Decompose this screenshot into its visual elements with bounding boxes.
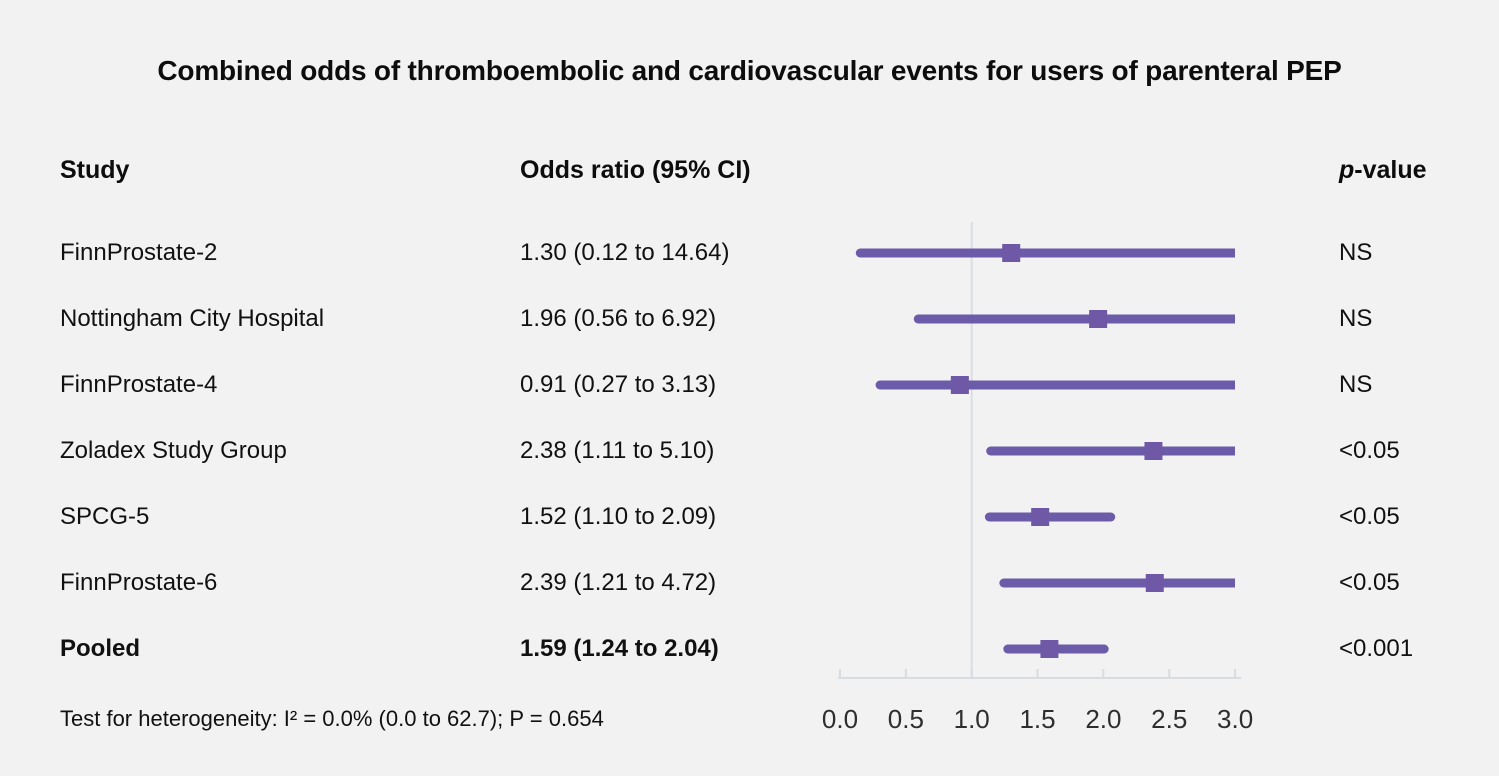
estimate-marker: [1040, 640, 1059, 658]
ci-bar: [999, 578, 1235, 588]
odds-ratio-value: 2.38 (1.11 to 5.10): [520, 437, 715, 464]
ci-bar: [875, 380, 1235, 390]
ci-bar-clipped-end: [1230, 314, 1235, 324]
ci-bar: [913, 314, 1235, 324]
odds-ratio-value: 1.59 (1.24 to 2.04): [520, 635, 719, 662]
p-value-cell: <0.001: [1339, 635, 1414, 662]
ci-bar: [986, 446, 1235, 456]
ci-bar-clipped-end: [1230, 446, 1235, 456]
heterogeneity-footnote: Test for heterogeneity: I² = 0.0% (0.0 t…: [60, 706, 604, 731]
column-header-study: Study: [60, 156, 130, 184]
p-value-cell: <0.05: [1339, 569, 1400, 596]
estimate-marker: [1144, 442, 1163, 460]
ci-bar: [984, 512, 1116, 522]
odds-ratio-value: 2.39 (1.21 to 4.72): [520, 569, 717, 596]
ci-bar: [855, 248, 1235, 258]
tick-label: 0.5: [888, 704, 924, 734]
study-label: FinnProstate-4: [60, 371, 218, 398]
column-header-p-value: p-value: [1339, 152, 1427, 188]
study-label: FinnProstate-6: [60, 569, 218, 596]
estimate-marker: [950, 376, 969, 394]
tick-label: 0.0: [822, 704, 858, 734]
p-value-cell: <0.05: [1339, 503, 1400, 530]
estimate-marker: [1002, 244, 1021, 262]
tick-label: 1.5: [1019, 704, 1055, 734]
estimate-marker: [1145, 574, 1164, 592]
tick-label: 2.0: [1085, 704, 1121, 734]
estimate-marker: [1089, 310, 1108, 328]
chart-title: Combined odds of thromboembolic and card…: [157, 55, 1342, 86]
p-value-cell: NS: [1339, 239, 1373, 266]
estimate-marker: [1031, 508, 1050, 526]
p-value-header-italic-p: p: [1339, 156, 1355, 184]
odds-ratio-value: 1.30 (0.12 to 14.64): [520, 239, 730, 266]
ci-bar-clipped-end: [1230, 248, 1235, 258]
p-value-header-rest: -value: [1354, 156, 1427, 184]
ci-bar-clipped-end: [1230, 380, 1235, 390]
study-label: Nottingham City Hospital: [60, 305, 325, 332]
p-value-cell: NS: [1339, 371, 1373, 398]
tick-label: 3.0: [1217, 704, 1253, 734]
p-value-cell: NS: [1339, 305, 1373, 332]
p-value-cell: <0.05: [1339, 437, 1400, 464]
ci-bar-clipped-end: [1230, 578, 1235, 588]
odds-ratio-value: 1.96 (0.56 to 6.92): [520, 305, 717, 332]
study-label: SPCG-5: [60, 503, 150, 530]
odds-ratio-value: 0.91 (0.27 to 3.13): [520, 371, 717, 398]
column-header-odds-ratio: Odds ratio (95% CI): [520, 156, 751, 184]
tick-label: 1.0: [954, 704, 990, 734]
study-label: FinnProstate-2: [60, 239, 218, 266]
study-label: Pooled: [60, 635, 141, 662]
odds-ratio-value: 1.52 (1.10 to 2.09): [520, 503, 717, 530]
tick-label: 2.5: [1151, 704, 1187, 734]
study-label: Zoladex Study Group: [60, 437, 287, 464]
